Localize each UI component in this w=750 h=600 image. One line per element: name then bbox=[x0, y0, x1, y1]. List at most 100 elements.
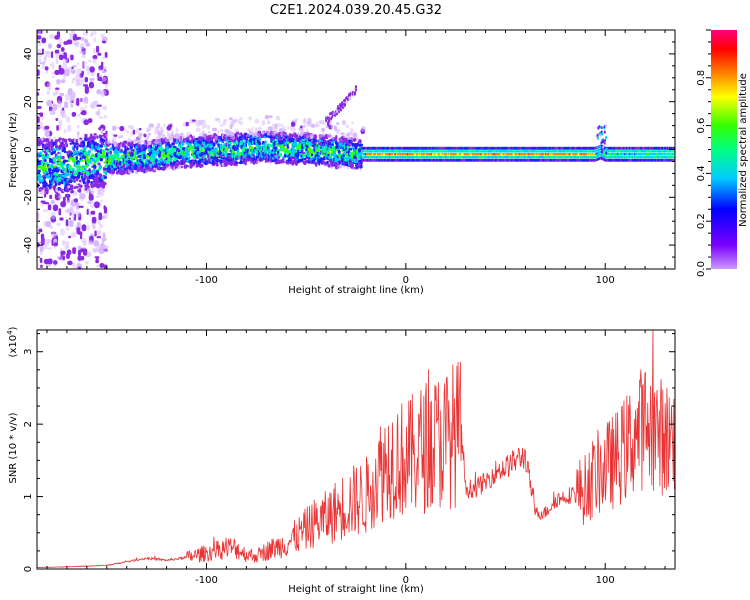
heatmap-cell bbox=[339, 140, 344, 143]
heatmap-cell bbox=[95, 257, 99, 261]
heatmap-cell bbox=[234, 161, 239, 164]
heatmap-cell bbox=[46, 82, 52, 91]
heatmap-cell bbox=[346, 166, 349, 170]
heatmap-cell bbox=[119, 160, 122, 166]
heatmap-cell bbox=[105, 133, 109, 138]
heatmap-cell bbox=[117, 146, 121, 149]
heatmap-cell bbox=[202, 154, 207, 158]
heatmap-cell bbox=[111, 169, 116, 175]
heatmap-cell bbox=[72, 65, 77, 68]
heatmap-cell bbox=[72, 78, 75, 81]
heatmap-cell bbox=[283, 159, 286, 162]
heatmap-cell bbox=[81, 224, 87, 232]
heatmap-cell bbox=[68, 32, 75, 37]
heatmap-cell bbox=[303, 157, 307, 161]
heatmap-cell bbox=[59, 92, 65, 97]
heatmap-cell bbox=[102, 105, 108, 111]
heatmap-cell bbox=[85, 42, 91, 47]
heatmap-cell bbox=[166, 130, 169, 135]
heatmap-cell bbox=[339, 164, 342, 169]
heatmap-cell bbox=[68, 235, 72, 239]
heatmap-cell bbox=[44, 187, 48, 190]
heatmap-cell bbox=[49, 194, 53, 200]
heatmap-cell bbox=[325, 119, 328, 123]
heatmap-cell bbox=[248, 150, 251, 156]
heatmap-cell bbox=[86, 170, 90, 176]
heatmap-cell bbox=[293, 142, 298, 148]
heatmap-cell bbox=[57, 151, 60, 155]
heatmap-cell bbox=[102, 56, 106, 59]
heatmap-cell bbox=[45, 170, 49, 174]
heatmap-cell bbox=[296, 154, 299, 160]
heatmap-cell bbox=[96, 229, 102, 237]
heatmap-cell bbox=[70, 232, 77, 238]
heatmap-cell bbox=[80, 111, 86, 115]
heatmap-cell bbox=[58, 124, 62, 131]
heatmap-cell bbox=[77, 132, 80, 141]
heatmap-cell bbox=[93, 133, 97, 136]
heatmap-cell bbox=[72, 169, 75, 172]
heatmap-cell bbox=[328, 119, 331, 123]
heatmap-cell bbox=[52, 260, 58, 265]
heatmap-cell bbox=[59, 174, 62, 177]
heatmap-cell bbox=[89, 66, 95, 73]
heatmap-cell bbox=[140, 140, 146, 143]
heatmap-cell bbox=[85, 182, 89, 188]
heatmap-cell bbox=[63, 52, 66, 59]
heatmap-cell bbox=[85, 134, 88, 139]
heatmap-cell bbox=[79, 184, 83, 188]
heatmap-cell bbox=[37, 35, 42, 40]
heatmap-cell bbox=[246, 134, 251, 137]
heatmap-cell bbox=[167, 134, 170, 137]
heatmap-cell bbox=[255, 160, 260, 164]
heatmap-cell bbox=[174, 133, 179, 139]
heatmap-cell bbox=[294, 119, 298, 124]
heatmap-cell bbox=[209, 140, 214, 144]
heatmap-cell bbox=[307, 158, 311, 161]
heatmap-cell bbox=[89, 213, 92, 217]
heatmap-cell bbox=[71, 80, 74, 84]
heatmap-cell bbox=[75, 138, 78, 144]
heatmap-cell bbox=[69, 90, 76, 99]
heatmap-cell bbox=[261, 131, 265, 135]
heatmap-cell bbox=[185, 121, 189, 127]
heatmap-cell bbox=[231, 149, 235, 154]
heatmap-cell bbox=[113, 141, 117, 147]
heatmap-cell bbox=[97, 152, 101, 157]
heatmap-cell bbox=[251, 147, 255, 150]
heatmap-cell bbox=[342, 135, 348, 139]
heatmap-cell bbox=[56, 222, 61, 226]
heatmap-cell bbox=[60, 200, 67, 208]
heatmap-cell bbox=[63, 138, 68, 143]
heatmap-cell bbox=[123, 128, 127, 132]
heatmap-cell bbox=[70, 190, 75, 193]
heatmap-cell bbox=[254, 127, 259, 134]
heatmap-cell bbox=[103, 245, 108, 252]
heatmap-cell bbox=[105, 85, 108, 88]
heatmap-cell bbox=[244, 146, 247, 149]
heatmap-cell bbox=[53, 176, 58, 182]
heatmap-cell bbox=[101, 70, 105, 74]
heatmap-cell bbox=[302, 124, 307, 129]
heatmap-cell bbox=[84, 96, 88, 102]
heatmap-cell bbox=[130, 143, 135, 147]
heatmap-cell bbox=[87, 239, 93, 245]
heatmap-cell bbox=[96, 45, 100, 53]
heatmap-cell bbox=[134, 156, 139, 160]
heatmap-cell bbox=[285, 133, 290, 137]
heatmap-cell bbox=[52, 147, 56, 152]
heatmap-cell bbox=[59, 155, 62, 159]
heatmap-cell bbox=[45, 220, 52, 228]
heatmap-cell bbox=[75, 156, 78, 160]
heatmap-cell bbox=[49, 142, 53, 146]
heatmap-cell bbox=[83, 84, 89, 87]
heatmap-cell bbox=[49, 110, 56, 115]
heatmap-cell bbox=[96, 244, 103, 253]
heatmap-cell bbox=[50, 231, 57, 238]
heatmap-cell bbox=[132, 149, 135, 152]
heatmap-cell bbox=[338, 110, 341, 114]
heatmap-cell bbox=[72, 210, 75, 219]
heatmap-cell bbox=[345, 161, 349, 167]
heatmap-cell bbox=[106, 140, 112, 145]
